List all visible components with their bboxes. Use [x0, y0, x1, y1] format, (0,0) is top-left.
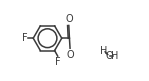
Text: F: F: [55, 57, 60, 67]
Text: O: O: [105, 51, 113, 61]
Text: F: F: [22, 33, 28, 43]
Text: H: H: [100, 46, 108, 56]
Text: H: H: [111, 51, 118, 61]
Text: O: O: [66, 50, 74, 60]
Text: O: O: [65, 14, 73, 24]
